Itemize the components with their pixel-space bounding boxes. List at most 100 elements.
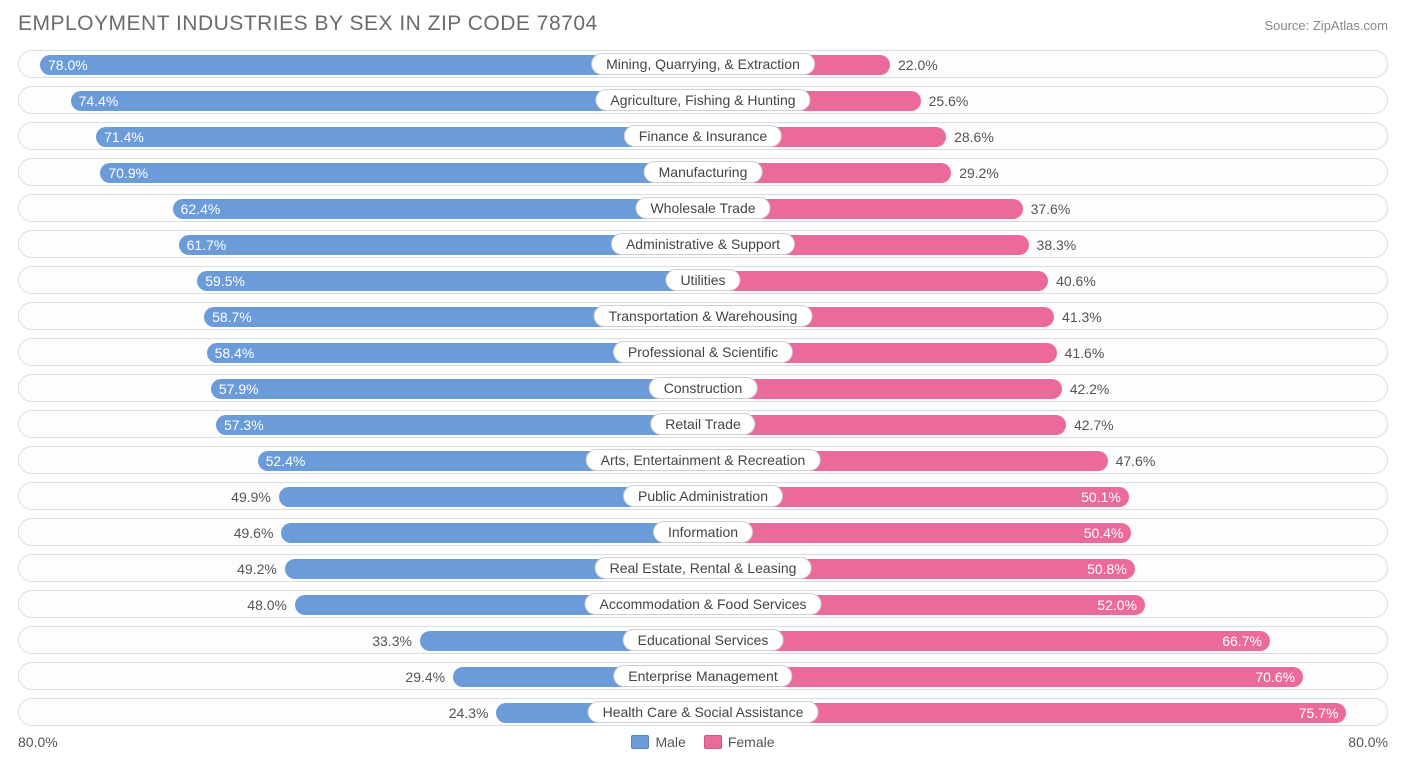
chart-row: 70.9% 29.2% Manufacturing (18, 158, 1388, 186)
chart-row: 58.4% 41.6% Professional & Scientific (18, 338, 1388, 366)
male-pct-label: 48.0% (247, 597, 295, 613)
male-bar: 59.5% (197, 271, 703, 291)
male-pct-label: 74.4% (79, 93, 119, 109)
chart-row: 58.7% 41.3% Transportation & Warehousing (18, 302, 1388, 330)
female-pct-label: 41.6% (1057, 345, 1105, 361)
legend-label-male: Male (655, 734, 685, 750)
male-bar: 71.4% (96, 127, 703, 147)
source-prefix: Source: (1264, 18, 1312, 33)
category-label: Accommodation & Food Services (585, 593, 822, 615)
chart-row: 52.4% 47.6% Arts, Entertainment & Recreati… (18, 446, 1388, 474)
male-bar: 49.6% (281, 523, 703, 543)
axis-left-label: 80.0% (18, 734, 58, 750)
chart-row: 61.7% 38.3% Administrative & Support (18, 230, 1388, 258)
category-label: Arts, Entertainment & Recreation (586, 449, 821, 471)
legend-label-female: Female (728, 734, 775, 750)
female-pct-label: 50.1% (1081, 489, 1121, 505)
chart-row: 57.9% 42.2% Construction (18, 374, 1388, 402)
male-pct-label: 59.5% (205, 273, 245, 289)
male-pct-label: 52.4% (266, 453, 306, 469)
male-pct-label: 61.7% (187, 237, 227, 253)
male-pct-label: 58.7% (212, 309, 252, 325)
chart-row: 48.0% 52.0% Accommodation & Food Services (18, 590, 1388, 618)
female-swatch-icon (704, 735, 722, 749)
chart-row: 49.9% 50.1% Public Administration (18, 482, 1388, 510)
female-pct-label: 52.0% (1097, 597, 1137, 613)
category-label: Health Care & Social Assistance (588, 701, 819, 723)
female-pct-label: 22.0% (890, 57, 938, 73)
legend-item-female: Female (704, 734, 775, 750)
category-label: Utilities (665, 269, 740, 291)
chart-header: EMPLOYMENT INDUSTRIES BY SEX IN ZIP CODE… (18, 12, 1388, 36)
chart-row: 78.0% 22.0% Mining, Quarrying, & Extractio… (18, 50, 1388, 78)
male-bar: 70.9% (100, 163, 703, 183)
category-label: Professional & Scientific (613, 341, 793, 363)
male-pct-label: 70.9% (108, 165, 148, 181)
category-label: Construction (649, 377, 758, 399)
category-label: Enterprise Management (613, 665, 792, 687)
male-pct-label: 78.0% (48, 57, 88, 73)
chart-row: 33.3%66.7%Educational Services (18, 626, 1388, 654)
chart-footer: 80.0% Male Female 80.0% (18, 734, 1388, 750)
female-pct-label: 25.6% (921, 93, 969, 109)
male-bar: 57.3% (216, 415, 703, 435)
chart-row: 59.5% 40.6%Utilities (18, 266, 1388, 294)
category-label: Agriculture, Fishing & Hunting (595, 89, 810, 111)
female-pct-label: 42.2% (1062, 381, 1110, 397)
category-label: Mining, Quarrying, & Extraction (591, 53, 815, 75)
female-bar: 42.7% (703, 415, 1066, 435)
female-bar: 40.6% (703, 271, 1048, 291)
male-pct-label: 49.2% (237, 561, 285, 577)
category-label: Retail Trade (650, 413, 755, 435)
category-label: Manufacturing (644, 161, 763, 183)
female-bar: 50.4% (703, 523, 1131, 543)
chart-row: 49.2% 50.8% Real Estate, Rental & Leasing (18, 554, 1388, 582)
male-bar: 62.4% (173, 199, 703, 219)
chart-title: EMPLOYMENT INDUSTRIES BY SEX IN ZIP CODE… (18, 12, 598, 36)
chart-row: 49.6% 50.4% Information (18, 518, 1388, 546)
female-pct-label: 42.7% (1066, 417, 1114, 433)
category-label: Real Estate, Rental & Leasing (595, 557, 812, 579)
female-pct-label: 66.7% (1222, 633, 1262, 649)
chart-row: 74.4% 25.6% Agriculture, Fishing & Hunting (18, 86, 1388, 114)
chart-source: Source: ZipAtlas.com (1264, 18, 1388, 33)
female-bar: 70.6% (703, 667, 1303, 687)
category-label: Administrative & Support (611, 233, 795, 255)
male-pct-label: 29.4% (405, 669, 453, 685)
chart-row: 29.4% 70.6% Enterprise Management (18, 662, 1388, 690)
female-pct-label: 37.6% (1023, 201, 1071, 217)
male-bar: 57.9% (211, 379, 703, 399)
female-pct-label: 70.6% (1255, 669, 1295, 685)
female-pct-label: 41.3% (1054, 309, 1102, 325)
female-pct-label: 29.2% (951, 165, 999, 181)
male-pct-label: 62.4% (181, 201, 221, 217)
chart-row: 71.4% 28.6% Finance & Insurance (18, 122, 1388, 150)
category-label: Public Administration (623, 485, 783, 507)
chart-row: 24.3%75.7%Health Care & Social Assistanc… (18, 698, 1388, 726)
chart-area: 78.0% 22.0% Mining, Quarrying, & Extractio… (18, 50, 1388, 726)
female-bar: 66.7% (703, 631, 1270, 651)
category-label: Finance & Insurance (624, 125, 782, 147)
male-pct-label: 49.9% (231, 489, 279, 505)
male-pct-label: 57.3% (224, 417, 264, 433)
female-pct-label: 50.4% (1084, 525, 1124, 541)
category-label: Information (653, 521, 753, 543)
female-pct-label: 47.6% (1108, 453, 1156, 469)
category-label: Wholesale Trade (635, 197, 770, 219)
male-pct-label: 57.9% (219, 381, 259, 397)
chart-row: 57.3%42.7%Retail Trade (18, 410, 1388, 438)
male-pct-label: 33.3% (372, 633, 420, 649)
male-pct-label: 24.3% (449, 705, 497, 721)
female-pct-label: 28.6% (946, 129, 994, 145)
legend-item-male: Male (631, 734, 685, 750)
category-label: Transportation & Warehousing (594, 305, 813, 327)
axis-right-label: 80.0% (1348, 734, 1388, 750)
source-name: ZipAtlas.com (1313, 18, 1388, 33)
male-pct-label: 49.6% (234, 525, 282, 541)
male-swatch-icon (631, 735, 649, 749)
male-pct-label: 58.4% (215, 345, 255, 361)
male-pct-label: 71.4% (104, 129, 144, 145)
female-pct-label: 50.8% (1087, 561, 1127, 577)
female-pct-label: 38.3% (1029, 237, 1077, 253)
chart-row: 62.4% 37.6% Wholesale Trade (18, 194, 1388, 222)
